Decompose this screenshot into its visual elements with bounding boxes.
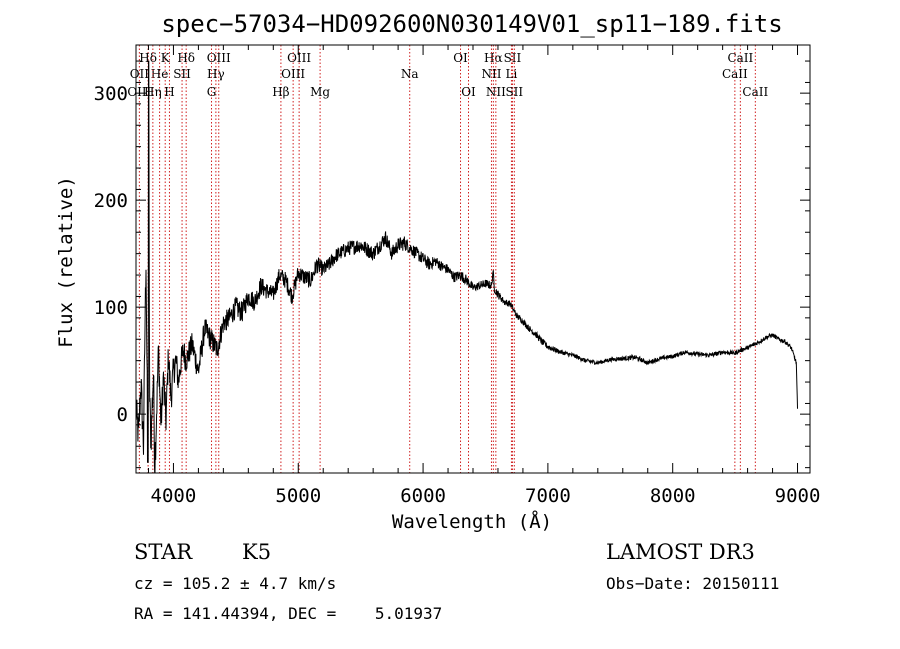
line-label-13: OIII [287,51,311,65]
line-label-11: G [207,85,217,99]
survey-name: LAMOST DR3 [606,540,755,564]
spectral-subclass: K5 [242,540,272,564]
line-label-25: CaII [727,51,753,65]
y-tick-label-200: 200 [94,190,128,212]
line-label-16: Na [401,67,419,81]
object-class: STAR [134,540,193,564]
spectrum-line [135,60,798,474]
line-label-21: NII [486,85,506,99]
line-label-14: OIII [281,67,305,81]
plot-axes: 4000 5000 6000 7000 8000 9000 0 100 200 300 [94,44,821,507]
line-label-4: He [151,67,169,81]
line-label-0: Hδ [139,51,157,65]
line-label-12: Hβ [272,85,289,99]
chart-title: spec−57034−HD092600N030149V01_sp11−189.f… [161,10,782,38]
x-tick-label-7000: 7000 [525,485,571,507]
line-label-10: Hγ [207,67,225,81]
line-markers: Hδ OII OIII K He Hη SII H Hδ OIII Hγ G Hβ OIII OIII Mg N… [127,45,768,473]
line-label-1: OII [130,67,150,81]
line-label-5: Hη [144,85,162,99]
line-label-9: OIII [207,51,231,65]
redshift-velocity: cz = 105.2 ± 4.7 km/s [134,574,337,593]
line-label-17: OI [453,51,468,65]
y-tick-label-100: 100 [94,297,128,319]
y-axis-label: Flux (relative) [55,176,77,348]
x-tick-label-8000: 8000 [650,485,696,507]
y-tick-label-300: 300 [94,83,128,105]
observation-date: Obs−Date: 20150111 [606,574,780,593]
plot-frame [135,44,811,474]
x-tick-label-9000: 9000 [775,485,821,507]
line-label-2: OIII [127,85,151,99]
line-label-3: K [161,51,171,65]
line-label-24: SII [505,85,523,99]
line-label-8: Hδ [177,51,195,65]
x-tick-label-4000: 4000 [151,485,197,507]
line-label-19: Hα [484,51,503,65]
line-label-27: CaII [742,85,768,99]
line-label-26: CaII [722,67,748,81]
line-label-23: Li [506,67,518,81]
line-label-6: SII [173,67,191,81]
line-label-15: Mg [310,85,330,99]
line-label-20: NII [481,67,501,81]
line-label-18: OI [461,85,476,99]
coordinates: RA = 141.44394, DEC = 5.01937 [134,604,443,623]
x-tick-label-5000: 5000 [275,485,321,507]
line-label-22: SII [504,51,522,65]
y-tick-label-0: 0 [117,404,128,426]
x-tick-label-6000: 6000 [400,485,446,507]
x-axis-label: Wavelength (Å) [392,510,552,533]
line-label-7: H [164,85,174,99]
